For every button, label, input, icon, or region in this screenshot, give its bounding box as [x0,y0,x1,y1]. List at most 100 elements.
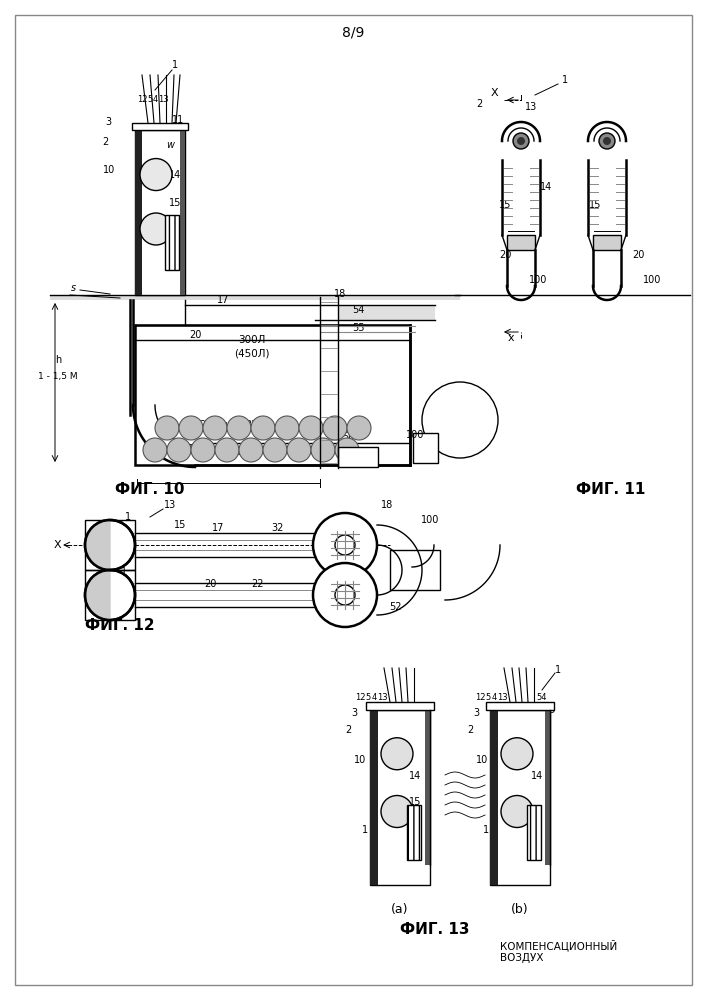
Text: s: s [71,283,76,293]
Circle shape [335,585,355,605]
Circle shape [140,213,172,245]
Text: 8/9: 8/9 [341,25,364,39]
Text: 14: 14 [169,170,181,180]
Text: 3: 3 [105,117,111,127]
Text: 18: 18 [381,500,393,510]
Text: 22: 22 [252,579,264,589]
Circle shape [140,159,172,191]
Text: 1: 1 [555,665,561,675]
Text: 100: 100 [406,430,424,440]
Text: 3 m: 3 m [235,447,255,457]
Text: 4: 4 [153,96,158,104]
Text: (a): (a) [391,904,409,916]
Text: 10: 10 [354,755,366,765]
Text: w: w [166,140,174,150]
Text: ВОЗДУХ: ВОЗДУХ [500,953,544,963]
Text: 50: 50 [341,432,354,442]
Text: 20: 20 [189,330,201,340]
Text: 100: 100 [643,275,661,285]
Bar [370,710,378,885]
Bar [490,710,550,885]
Text: 13: 13 [164,500,176,510]
Circle shape [335,438,359,462]
Text: 2: 2 [476,99,482,109]
Circle shape [155,416,179,440]
Circle shape [263,438,287,462]
Text: ФИГ. 10: ФИГ. 10 [115,483,185,497]
Circle shape [239,438,263,462]
Circle shape [313,513,377,577]
Bar [425,710,430,865]
Text: 13: 13 [544,705,556,715]
Text: 14: 14 [540,182,552,192]
Bar [593,235,621,250]
Text: 1: 1 [172,60,178,70]
Text: 15: 15 [169,198,181,208]
Text: ФИГ. 11: ФИГ. 11 [576,483,645,497]
Circle shape [179,416,203,440]
Circle shape [287,438,311,462]
Text: 22: 22 [151,447,163,457]
Bar [490,710,498,885]
Polygon shape [85,520,110,570]
Text: 12: 12 [474,694,485,702]
Circle shape [603,137,611,145]
Bar [165,215,179,270]
Text: 13: 13 [377,694,387,702]
Bar [390,550,440,590]
Bar [180,130,185,295]
Text: 10: 10 [476,755,488,765]
Circle shape [313,563,377,627]
Text: 21: 21 [199,420,211,430]
Circle shape [311,438,335,462]
Bar [135,325,410,340]
Circle shape [513,133,529,149]
Bar [338,305,435,320]
Bar [413,433,438,463]
Circle shape [381,738,413,770]
Text: ФИГ. 13: ФИГ. 13 [400,922,469,938]
Text: 54: 54 [537,694,547,702]
Circle shape [422,382,498,458]
Circle shape [191,438,215,462]
Bar [132,123,188,130]
Text: 14: 14 [531,771,543,781]
Text: 100: 100 [529,275,547,285]
Text: 12: 12 [136,96,147,104]
Circle shape [143,438,167,462]
Circle shape [227,416,251,440]
Text: 15: 15 [174,520,186,530]
Text: 20: 20 [632,250,644,260]
Circle shape [203,416,227,440]
Text: x: x [508,333,514,343]
Text: 20: 20 [499,250,511,260]
Text: 52: 52 [363,447,376,457]
Circle shape [251,416,275,440]
Circle shape [299,416,323,440]
Text: 1: 1 [362,825,368,835]
Text: (b): (b) [511,904,529,916]
Text: 2: 2 [345,725,351,735]
Bar [50,295,460,300]
Text: cw: cw [221,420,234,430]
Circle shape [323,416,347,440]
Polygon shape [85,570,110,620]
Circle shape [501,796,533,828]
Bar [486,702,554,710]
Text: 1 - 1,5 М: 1 - 1,5 М [38,372,78,381]
Circle shape [501,738,533,770]
Text: 13: 13 [158,96,168,104]
Text: 1: 1 [125,512,131,522]
Text: 15: 15 [589,200,601,210]
Text: 5: 5 [366,694,370,702]
Text: 5: 5 [486,694,491,702]
Text: 52: 52 [389,602,402,612]
Text: КОМПЕНСАЦИОННЫЙ: КОМПЕНСАЦИОННЫЙ [500,939,617,951]
Text: 15: 15 [409,797,421,807]
Bar [85,520,135,570]
Text: h: h [55,355,61,365]
Circle shape [85,570,135,620]
Circle shape [85,520,135,570]
Bar [135,130,142,295]
Bar [545,710,550,865]
